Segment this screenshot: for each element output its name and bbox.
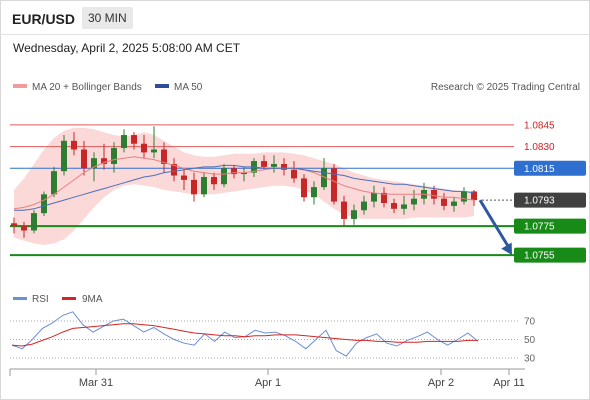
rsi-plot: 70 50 30 [10, 311, 536, 365]
rsi-line [11, 311, 479, 357]
candle-body [301, 178, 307, 198]
rsi-ma-legend-swatch [62, 297, 76, 300]
current-price-badge [514, 192, 586, 208]
candle-body [201, 176, 207, 195]
candle-body [111, 148, 117, 164]
price-plot: 1.0845 1.0830 1.0815 1.0793 1.0775 1.0755 [10, 120, 586, 263]
candle-body [141, 143, 147, 153]
candle-body [471, 191, 477, 201]
candle-body [121, 135, 127, 149]
support-label: 1.0755 [524, 251, 555, 262]
candle-body [341, 201, 347, 219]
candle-body [71, 140, 77, 150]
candle-body [181, 175, 187, 180]
candle-body [131, 135, 137, 144]
rsi-tick-label: 50 [524, 335, 536, 346]
pivot-label: 1.0815 [524, 164, 555, 175]
candle-body [381, 192, 387, 204]
credit-label: Research © 2025 Trading Central [431, 82, 580, 93]
bollinger-band [14, 127, 474, 245]
candle-body [241, 172, 247, 175]
candle-body [321, 168, 327, 188]
candle-body [361, 201, 367, 211]
ma50-line [14, 164, 475, 211]
candle-body [51, 171, 57, 195]
candle-body [281, 163, 287, 170]
candle-body [331, 168, 337, 202]
candle-body [21, 226, 27, 231]
rsi-ma-line [11, 323, 478, 347]
candle-body [221, 168, 227, 185]
forecast-arrow-shaft [478, 199, 510, 247]
candle-body [401, 204, 407, 209]
candle-body [291, 169, 297, 179]
candle-body [11, 223, 17, 227]
support-badge [514, 218, 586, 234]
x-tick-label: Apr 2 [428, 377, 454, 389]
candle-body [81, 149, 87, 169]
rsi-ma-legend-label: 9MA [82, 294, 103, 305]
candle-body [231, 168, 237, 175]
ma20-legend-swatch [13, 84, 27, 88]
candle-body [61, 140, 67, 172]
forecast-arrow-head [501, 242, 512, 256]
candle-body [151, 149, 157, 153]
x-tick-label: Mar 31 [79, 377, 113, 389]
candle-body [191, 179, 197, 195]
candle-body [261, 161, 267, 167]
rsi-legend-swatch [13, 297, 27, 300]
resistance-label: 1.0845 [524, 120, 555, 131]
candle-body [271, 163, 277, 167]
rsi-tick-label: 70 [524, 317, 536, 328]
candle-body [461, 191, 467, 202]
candle-body [351, 210, 357, 219]
x-tick-label: Apr 1 [255, 377, 281, 389]
ma50-legend-label: MA 50 [174, 82, 203, 93]
ma20-legend-label: MA 20 + Bollinger Bands [32, 82, 142, 93]
chart-header: EUR/USD 30 MIN [0, 0, 590, 36]
candle-body [41, 194, 47, 214]
candle-body [451, 201, 457, 206]
x-axis: Mar 31 Apr 1 Apr 2 Apr 11 [79, 369, 525, 389]
interval-button[interactable]: 30 MIN [82, 7, 133, 29]
candle-body [441, 198, 447, 206]
candle-body [91, 158, 97, 169]
ma50-legend-swatch [155, 84, 169, 88]
candle-body [171, 163, 177, 176]
candle-body [371, 192, 377, 202]
x-tick-label: Apr 11 [493, 377, 525, 389]
timestamp-label: Wednesday, April 2, 2025 5:08:00 AM CET [13, 41, 241, 55]
current-price-label: 1.0793 [524, 196, 555, 207]
candle-body [311, 187, 317, 198]
candle-body [101, 158, 107, 164]
candle-body [391, 203, 397, 209]
rsi-legend-label: RSI [32, 294, 49, 305]
support-badge [514, 247, 586, 263]
candle-body [431, 190, 437, 199]
ma20-line [13, 156, 475, 210]
candle-body [211, 176, 217, 185]
rsi-tick-label: 30 [524, 354, 536, 365]
resistance-label: 1.0830 [524, 142, 555, 153]
header-divider [0, 34, 590, 35]
support-label: 1.0775 [524, 222, 555, 233]
pivot-badge [514, 160, 586, 176]
candle-body [161, 149, 167, 164]
symbol-title: EUR/USD [12, 11, 76, 27]
candle-body [31, 213, 37, 231]
candle-body [411, 198, 417, 205]
